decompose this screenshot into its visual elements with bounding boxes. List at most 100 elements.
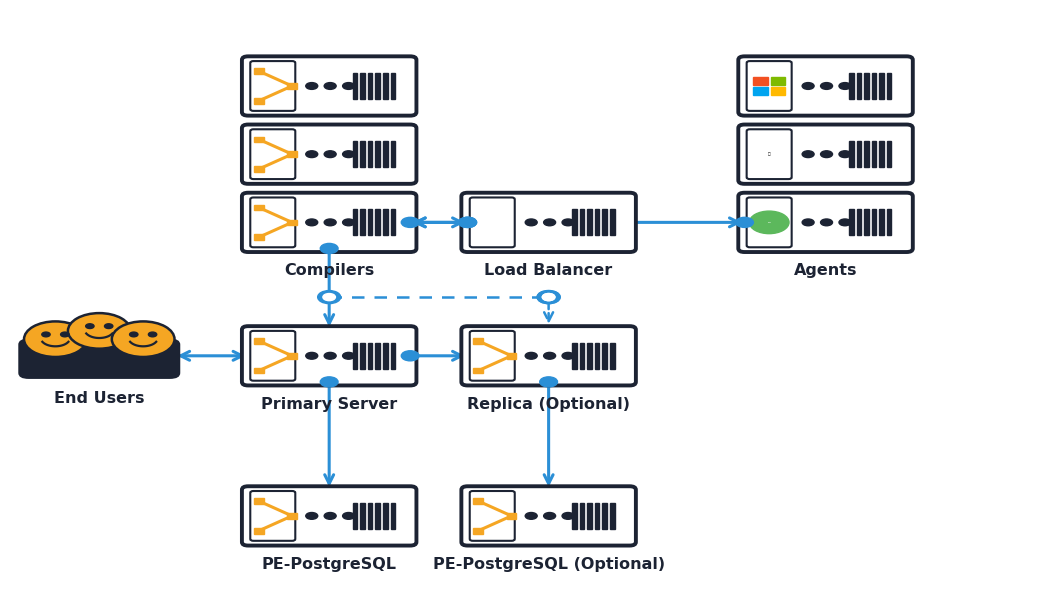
Bar — [384, 503, 388, 529]
Bar — [361, 141, 365, 167]
Bar — [587, 343, 591, 369]
Circle shape — [459, 218, 477, 228]
Bar — [352, 209, 357, 235]
Text: Replica (Optional): Replica (Optional) — [467, 397, 630, 412]
Bar — [770, 87, 785, 95]
Circle shape — [820, 82, 833, 90]
FancyArrowPatch shape — [632, 218, 739, 227]
Text: PE-PostgreSQL (Optional): PE-PostgreSQL (Optional) — [433, 557, 665, 572]
Bar — [603, 209, 607, 235]
Circle shape — [526, 512, 537, 519]
Bar — [254, 498, 263, 504]
Bar — [384, 141, 388, 167]
Circle shape — [321, 377, 339, 387]
Bar — [254, 368, 263, 374]
Circle shape — [562, 352, 574, 359]
Bar — [595, 209, 600, 235]
Bar — [375, 343, 380, 369]
Bar — [849, 209, 854, 235]
Bar — [864, 209, 868, 235]
Circle shape — [820, 219, 833, 226]
Circle shape — [306, 352, 318, 359]
Bar — [880, 73, 884, 99]
Bar — [391, 503, 395, 529]
Bar — [507, 513, 516, 519]
Bar — [872, 141, 877, 167]
Bar — [254, 98, 263, 104]
Bar — [587, 209, 591, 235]
Bar — [864, 141, 868, 167]
Bar — [352, 343, 357, 369]
Bar — [849, 73, 854, 99]
Circle shape — [343, 151, 354, 158]
Circle shape — [543, 219, 556, 226]
Circle shape — [562, 219, 574, 226]
Bar — [580, 209, 584, 235]
Circle shape — [86, 324, 94, 329]
Circle shape — [459, 218, 477, 228]
Circle shape — [543, 352, 556, 359]
FancyArrowPatch shape — [544, 300, 553, 321]
FancyBboxPatch shape — [738, 193, 913, 252]
Circle shape — [24, 321, 87, 357]
FancyBboxPatch shape — [251, 491, 296, 541]
FancyBboxPatch shape — [251, 331, 296, 381]
Bar — [368, 73, 372, 99]
Bar — [507, 353, 516, 359]
Circle shape — [401, 350, 419, 361]
Bar — [473, 368, 483, 374]
Bar — [368, 209, 372, 235]
Circle shape — [61, 332, 69, 337]
Bar — [375, 503, 380, 529]
Circle shape — [306, 219, 318, 226]
Bar — [610, 209, 614, 235]
Circle shape — [343, 512, 354, 519]
Bar — [880, 141, 884, 167]
Circle shape — [542, 294, 555, 301]
Text: Compilers: Compilers — [284, 263, 374, 278]
Text: AIX: AIX — [768, 222, 770, 223]
Circle shape — [324, 219, 336, 226]
FancyBboxPatch shape — [462, 193, 635, 252]
FancyBboxPatch shape — [746, 61, 792, 111]
Bar — [864, 73, 868, 99]
FancyBboxPatch shape — [462, 486, 635, 546]
Bar — [473, 498, 483, 504]
Bar — [872, 73, 877, 99]
Bar — [572, 209, 577, 235]
Bar — [572, 503, 577, 529]
FancyArrowPatch shape — [544, 385, 553, 484]
Bar — [254, 234, 263, 240]
Text: 🐧: 🐧 — [768, 152, 770, 156]
Circle shape — [324, 82, 336, 90]
Circle shape — [526, 219, 537, 226]
Bar — [595, 503, 600, 529]
Circle shape — [539, 377, 558, 387]
Bar — [361, 73, 365, 99]
Bar — [770, 77, 785, 85]
Bar — [254, 338, 263, 344]
Circle shape — [459, 218, 477, 228]
Bar — [849, 141, 854, 167]
Circle shape — [323, 294, 335, 301]
FancyArrowPatch shape — [181, 352, 242, 360]
Bar — [254, 166, 263, 172]
Bar — [287, 219, 297, 225]
Circle shape — [343, 82, 354, 90]
FancyBboxPatch shape — [241, 326, 416, 385]
Text: Agents: Agents — [794, 263, 857, 278]
FancyArrowPatch shape — [416, 218, 465, 227]
Bar — [287, 151, 297, 157]
FancyBboxPatch shape — [251, 61, 296, 111]
Circle shape — [526, 352, 537, 359]
Bar — [254, 205, 263, 211]
Bar — [857, 209, 861, 235]
Bar — [857, 73, 861, 99]
FancyBboxPatch shape — [738, 125, 913, 184]
Bar — [595, 343, 600, 369]
FancyBboxPatch shape — [470, 491, 515, 541]
FancyBboxPatch shape — [18, 339, 180, 379]
Bar — [887, 141, 891, 167]
FancyArrowPatch shape — [416, 218, 462, 227]
Bar — [384, 209, 388, 235]
